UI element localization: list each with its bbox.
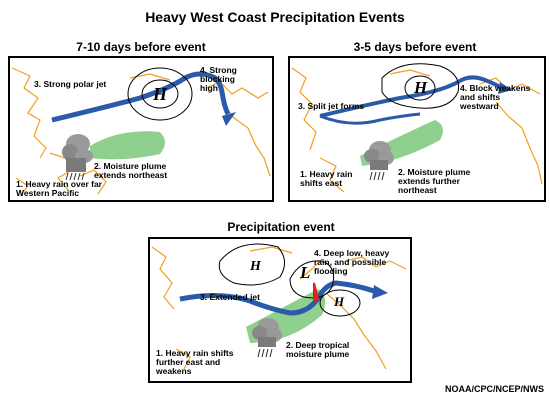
high-isobar-inner [404, 75, 436, 101]
panel-2-map [291, 63, 543, 193]
panel-1-map [11, 67, 271, 197]
high-pressure-symbol-2: H [334, 294, 345, 309]
panel-1-heading: 7-10 days before event [76, 40, 206, 54]
high-isobar-outer [381, 63, 460, 109]
panel-2-heading: 3-5 days before event [353, 40, 477, 54]
label-rain: 1. Heavy rain over far Western Pacific [16, 179, 102, 198]
high-isobar-outer [127, 67, 193, 121]
panel-1: H 3. Strong polar jet 4. Strong blocking… [8, 56, 274, 202]
jet-stream-arrow [51, 71, 231, 123]
panel-3-heading: Precipitation event [227, 220, 335, 234]
panel-2: H 3. Split jet forms 4. Block weakens an… [288, 56, 546, 202]
moisture-plume [90, 131, 165, 160]
high-isobar-2 [319, 289, 361, 317]
rain-cloud-icon [364, 141, 394, 181]
label-low: 4. Deep low, heavy rain, and possible fl… [314, 248, 390, 276]
rain-cloud-icon [252, 318, 282, 358]
label-jet: 3. Extended jet [200, 292, 260, 302]
diagram-title: Heavy West Coast Precipitation Events [145, 9, 405, 25]
label-rain: 1. Heavy rain shifts further east and we… [156, 348, 234, 376]
flood-marker [313, 282, 320, 303]
credit: NOAA/CPC/NCEP/NWS [444, 384, 544, 394]
high-pressure-symbol: H [414, 78, 428, 97]
rain-cloud-icon [62, 134, 93, 181]
split-jet-branch [319, 112, 421, 125]
label-plume: 2. Moisture plume extends northeast [94, 161, 168, 180]
jet-arrowhead [372, 285, 388, 299]
panel-3: H L H 3. Extended jet 4. Deep low, heavy… [148, 237, 412, 383]
jet-arrowhead [222, 112, 236, 126]
high-pressure-symbol-1: H [250, 259, 261, 274]
jet-stream-arrow [179, 280, 375, 316]
label-jet: 3. Split jet forms [298, 101, 365, 111]
low-isobar [289, 260, 335, 299]
label-plume: 2. Deep tropical moisture plume [286, 340, 350, 359]
label-block: 4. Block weakens and shifts westward [460, 83, 531, 111]
label-jet: 3. Strong polar jet [34, 79, 107, 89]
label-rain: 1. Heavy rain shifts east [300, 169, 353, 188]
coastline [291, 67, 543, 193]
high-pressure-symbol: H [153, 84, 168, 104]
coastline [151, 246, 407, 370]
label-block: 4. Strong blocking high [200, 65, 237, 93]
panel-3-map [151, 243, 407, 370]
label-plume: 2. Moisture plume extends further northe… [398, 167, 471, 195]
high-isobar-1 [218, 243, 285, 286]
high-isobar-inner [141, 79, 179, 109]
low-pressure-symbol: L [300, 263, 311, 282]
jet-arrowhead [498, 82, 512, 94]
